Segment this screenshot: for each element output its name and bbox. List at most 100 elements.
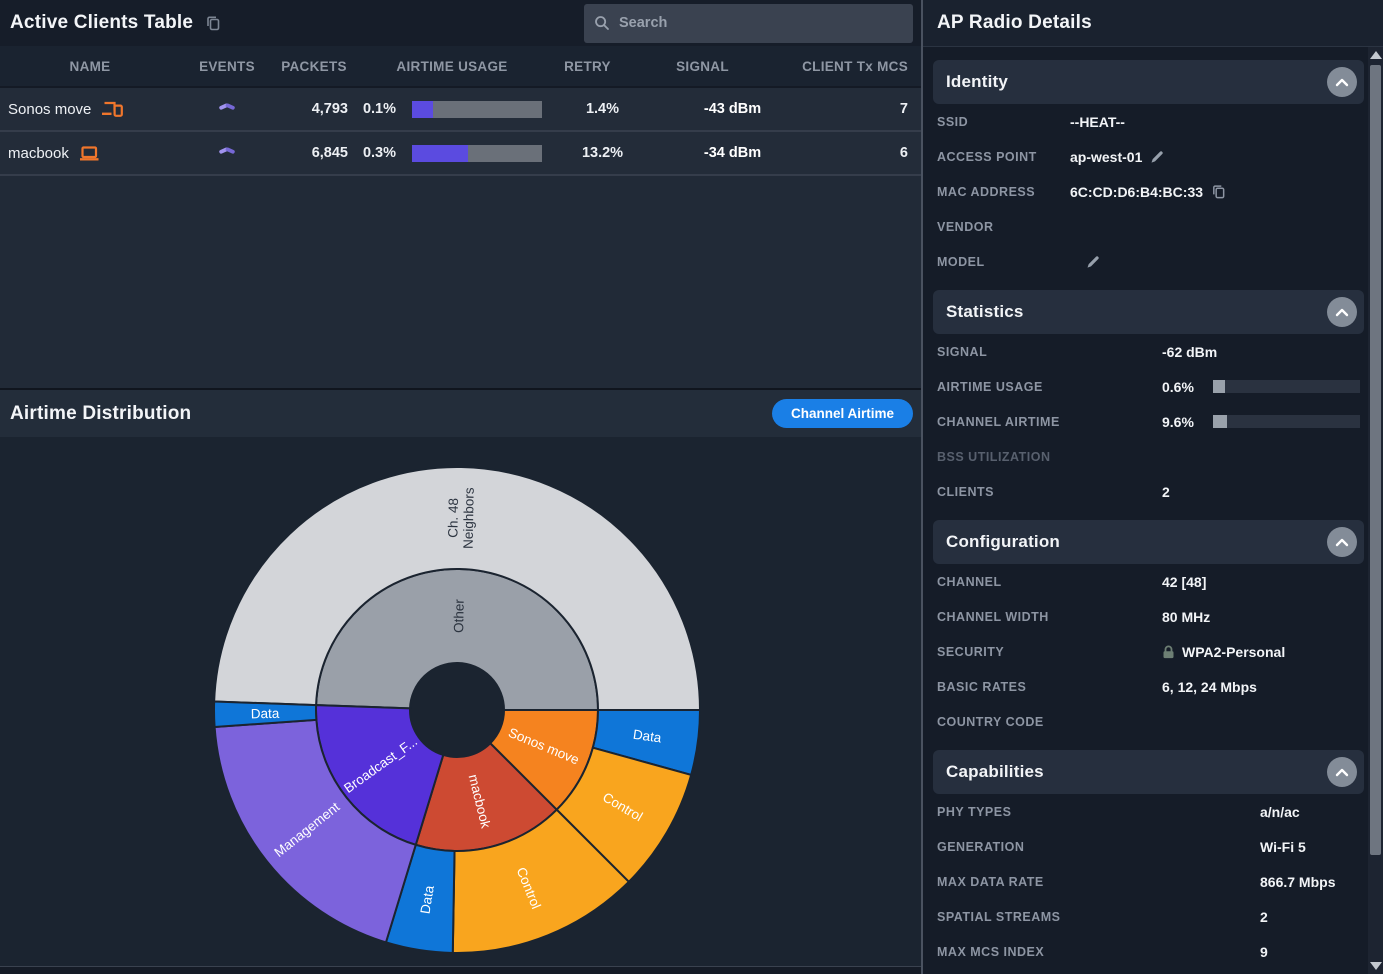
detail-row-channel-width: CHANNEL WIDTH 80 MHz <box>937 608 1211 625</box>
airtime-distribution-header: Airtime Distribution Channel Airtime <box>0 390 921 437</box>
events-handshake-icon[interactable] <box>218 100 236 118</box>
ap-airtime-usage-value: 0.6% <box>1162 378 1194 395</box>
detail-row-access-point: ACCESS POINT ap-west-01 <box>933 139 1364 174</box>
detail-row-max-mcs-index: MAX MCS INDEX 9 <box>937 943 1268 960</box>
section-identity-header[interactable]: Identity <box>933 60 1364 104</box>
sunburst-label: Data <box>632 727 663 746</box>
events-handshake-icon[interactable] <box>218 144 236 162</box>
clients-count-value: 2 <box>1162 483 1170 500</box>
scrollbar-up-arrow[interactable] <box>1368 49 1383 61</box>
vertical-scrollbar[interactable] <box>1368 47 1383 974</box>
phy-types-value: a/n/ac <box>1260 803 1300 820</box>
detail-row-security: SECURITY WPA2-Personal <box>937 643 1286 660</box>
airtime-usage-bar <box>412 100 542 118</box>
sunburst-segment-Broadcast_F...-management[interactable] <box>213 718 418 944</box>
max-data-rate-value: 866.7 Mbps <box>1260 873 1336 890</box>
col-header-signal[interactable]: SIGNAL <box>676 58 729 74</box>
col-header-airtime-usage[interactable]: AIRTIME USAGE <box>396 58 508 74</box>
airtime-distribution-title: Airtime Distribution <box>10 402 192 424</box>
airtime-percent-value: 0.1% <box>362 101 396 117</box>
sunburst-label: Data <box>418 884 437 915</box>
table-row-macbook[interactable]: macbook 6,845 0.3% <box>0 132 921 176</box>
max-mcs-index-value: 9 <box>1260 943 1268 960</box>
signal-value: -43 dBm <box>703 101 762 117</box>
airtime-chart-area: Other Sonos move macbook Broadcast_F... Ch. … <box>0 437 921 966</box>
sunburst-segment-Broadcast_F...-data[interactable] <box>213 700 318 729</box>
chevron-up-icon <box>1335 768 1349 776</box>
security-value: WPA2-Personal <box>1182 643 1286 660</box>
detail-row-mac-address: MAC ADDRESS 6C:CD:D6:B4:BC:33 <box>933 174 1364 209</box>
clients-table-column-header: NAME EVENTS PACKETS AIRTIME USAGE RETRY … <box>0 46 921 88</box>
search-field[interactable] <box>584 3 913 43</box>
detail-row-spatial-streams: SPATIAL STREAMS 2 <box>937 908 1268 925</box>
section-configuration-header[interactable]: Configuration <box>933 520 1364 564</box>
collapse-identity-button[interactable] <box>1327 67 1357 97</box>
client-tx-mcs-value: 6 <box>899 145 908 161</box>
spatial-streams-value: 2 <box>1260 908 1268 925</box>
detail-row-signal: SIGNAL -62 dBm <box>937 343 1218 360</box>
detail-row-country-code: COUNTRY CODE <box>937 714 1044 729</box>
mac-address-value: 6C:CD:D6:B4:BC:33 <box>1070 183 1204 200</box>
ap-radio-details-title: AP Radio Details <box>937 12 1092 33</box>
table-row-sonos-move[interactable]: Sonos move 4,793 0.1% <box>0 88 921 132</box>
detail-row-channel: CHANNEL 42 [48] <box>937 573 1207 590</box>
detail-row-clients: CLIENTS 2 <box>937 483 1170 500</box>
section-identity: Identity SSID --HEAT-- ACCESS POINT ap-w… <box>933 60 1364 279</box>
sunburst-segment-Other-ch-48-neighbors[interactable] <box>213 466 702 711</box>
detail-row-airtime-usage: AIRTIME USAGE 0.6% <box>933 369 1364 404</box>
section-statistics: Statistics SIGNAL -62 dBm AIRTIME USAGE … <box>933 290 1364 509</box>
table-empty-area <box>0 176 921 390</box>
col-header-retry[interactable]: RETRY <box>564 58 611 74</box>
sunburst-label: Ch. 48Neighbors <box>445 487 477 549</box>
lock-icon <box>1162 645 1175 659</box>
col-header-name[interactable]: NAME <box>69 58 111 74</box>
retry-value: 13.2% <box>581 145 624 161</box>
collapse-configuration-button[interactable] <box>1327 527 1357 557</box>
ssid-value: --HEAT-- <box>1070 113 1125 130</box>
collapse-capabilities-button[interactable] <box>1327 757 1357 787</box>
section-statistics-header[interactable]: Statistics <box>933 290 1364 334</box>
access-point-value: ap-west-01 <box>1070 148 1143 165</box>
detail-row-max-data-rate: MAX DATA RATE 866.7 Mbps <box>937 873 1336 890</box>
client-name: Sonos move <box>8 100 92 118</box>
laptop-phone-device-icon <box>102 101 124 117</box>
detail-row-vendor: VENDOR <box>937 219 994 234</box>
packets-value: 6,845 <box>311 145 348 161</box>
detail-row-bss-utilization: BSS UTILIZATION <box>937 449 1051 464</box>
section-capabilities-header[interactable]: Capabilities <box>933 750 1364 794</box>
airtime-usage-bar <box>412 144 542 162</box>
detail-row-model: MODEL <box>933 244 1364 279</box>
airtime-usage-mini-bar <box>1213 380 1360 393</box>
col-header-packets[interactable]: PACKETS <box>281 58 347 74</box>
left-panel: Active Clients Table NAME EVENTS PACKETS… <box>0 0 921 974</box>
channel-airtime-mini-bar <box>1213 415 1360 428</box>
ap-details-scroll-area: Identity SSID --HEAT-- ACCESS POINT ap-w… <box>923 47 1383 974</box>
packets-value: 4,793 <box>311 101 348 117</box>
copy-mac-address-icon[interactable] <box>1211 184 1226 199</box>
col-header-client-tx-mcs[interactable]: CLIENT Tx MCS <box>802 58 908 74</box>
sunburst-label: Other <box>451 599 467 634</box>
ap-radio-details-header: AP Radio Details <box>923 0 1383 47</box>
airtime-percent-value: 0.3% <box>362 145 396 161</box>
scrollbar-down-arrow[interactable] <box>1368 960 1383 972</box>
generation-value: Wi-Fi 5 <box>1260 838 1306 855</box>
search-icon <box>595 16 609 30</box>
search-input[interactable] <box>619 15 903 31</box>
chevron-up-icon <box>1335 538 1349 546</box>
channel-airtime-button[interactable]: Channel Airtime <box>771 399 913 428</box>
col-header-events[interactable]: EVENTS <box>199 58 255 74</box>
edit-model-pencil-icon[interactable] <box>1086 255 1100 269</box>
sunburst-label: Data <box>251 706 280 722</box>
detail-row-phy-types: PHY TYPES a/n/ac <box>937 803 1300 820</box>
channel-width-value: 80 MHz <box>1162 608 1211 625</box>
scrollbar-thumb[interactable] <box>1370 65 1381 855</box>
copy-table-icon[interactable] <box>205 15 221 31</box>
bottom-strip <box>0 966 921 974</box>
signal-value: -34 dBm <box>703 145 762 161</box>
detail-row-channel-airtime: CHANNEL AIRTIME 9.6% <box>933 404 1364 439</box>
section-configuration: Configuration CHANNEL 42 [48] CHANNEL WI… <box>933 520 1364 739</box>
collapse-statistics-button[interactable] <box>1327 297 1357 327</box>
basic-rates-value: 6, 12, 24 Mbps <box>1162 678 1257 695</box>
edit-access-point-pencil-icon[interactable] <box>1150 150 1164 164</box>
